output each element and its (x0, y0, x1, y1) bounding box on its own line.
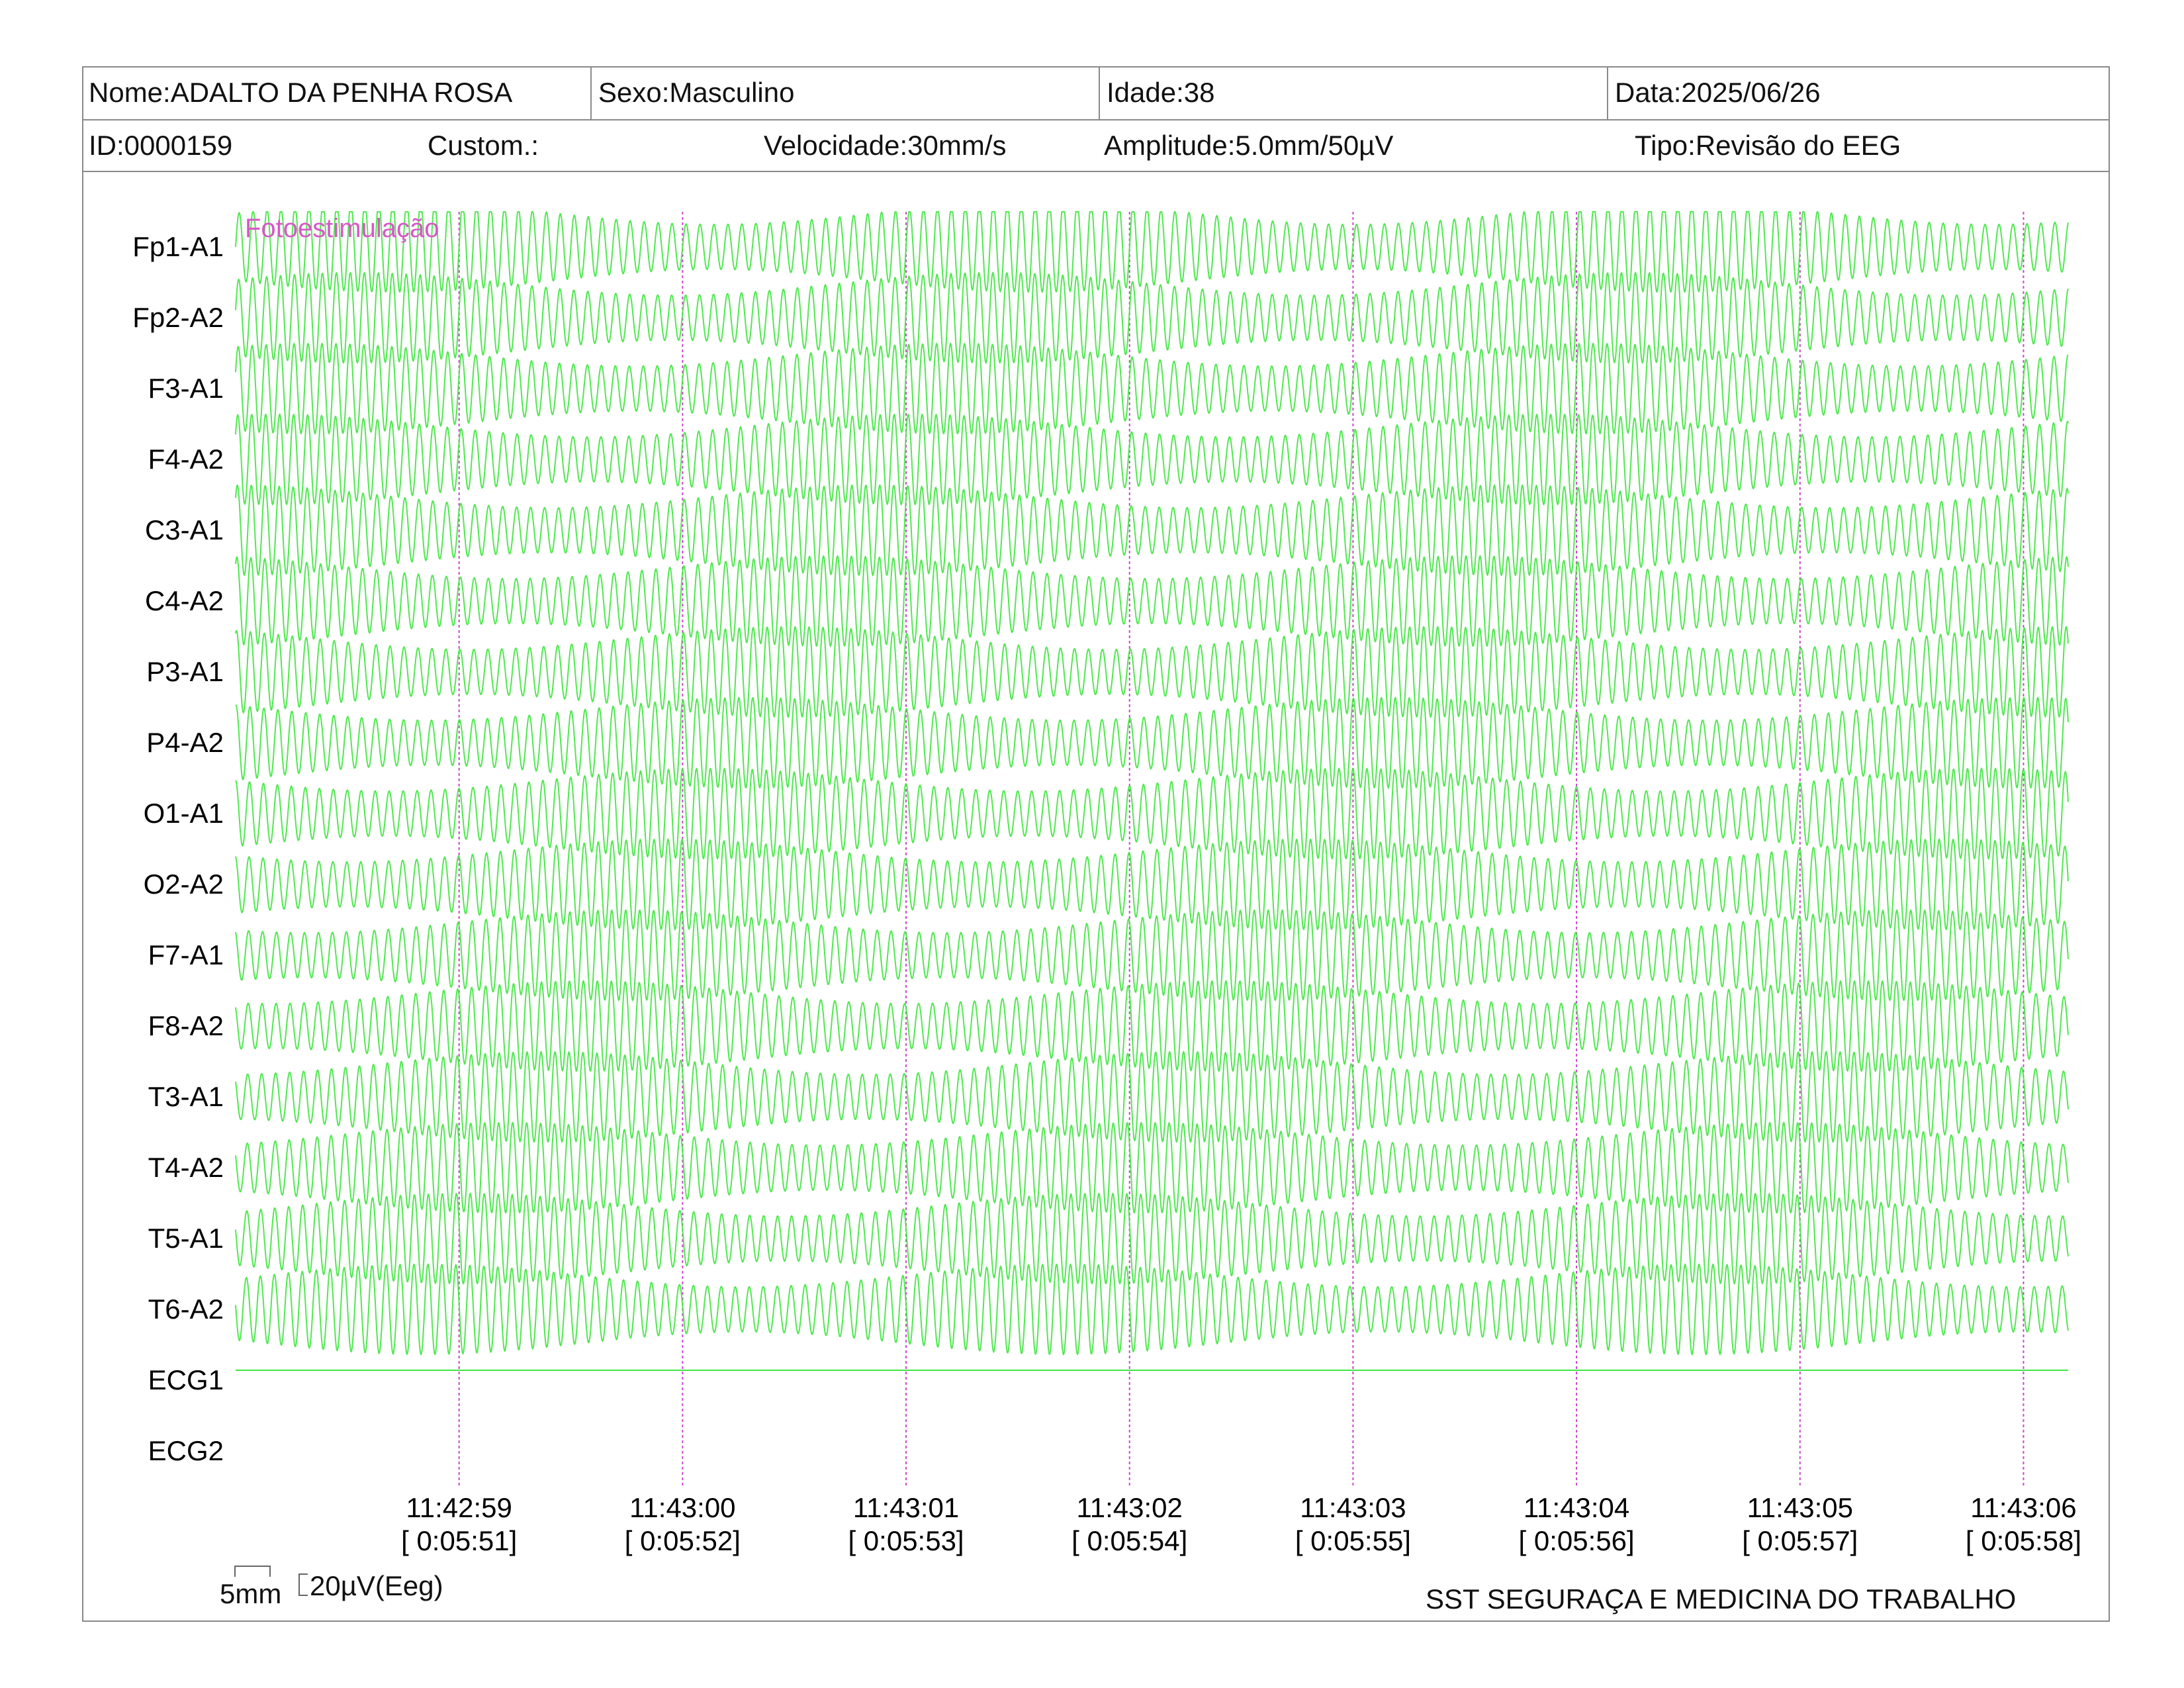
channel-trace (235, 767, 2069, 860)
exam-type: Tipo:Revisão do EEG (1635, 130, 1901, 161)
time-tick-clock: 11:42:59 (406, 1492, 512, 1523)
channel-label: T6-A2 (148, 1293, 224, 1325)
speed-setting: Velocidade:30mm/s (764, 130, 1007, 161)
channel-trace (235, 909, 2069, 1002)
time-tick-clock: 11:43:06 (1970, 1492, 2076, 1523)
channel-label: P4-A2 (146, 727, 224, 758)
header-row-patient: Nome:ADALTO DA PENHA ROSA Sexo:Masculino… (82, 66, 2110, 120)
channel-label: O2-A2 (144, 868, 224, 900)
time-tick-elapsed: [ 0:05:51] (401, 1525, 517, 1556)
channel-label: O1-A1 (144, 798, 224, 829)
channel-label: F4-A2 (148, 444, 224, 475)
time-tick-clock: 11:43:03 (1300, 1492, 1406, 1523)
header-row-exam: ID:0000159 Custom.: Velocidade:30mm/s Am… (82, 120, 2110, 172)
channel-trace (235, 555, 2069, 647)
patient-id: ID:0000159 (89, 130, 233, 161)
patient-name: Nome:ADALTO DA PENHA ROSA (89, 77, 513, 108)
time-tick-elapsed: [ 0:05:54] (1071, 1525, 1187, 1556)
channel-trace (235, 980, 2069, 1072)
patient-sex: Sexo:Masculino (590, 66, 1099, 119)
time-tick-elapsed: [ 0:05:52] (625, 1525, 741, 1556)
scale-mm-label: 5mm (220, 1578, 282, 1609)
channel-labels: Fp1-A1 Fp2-A2 F3-A1 F4-A2 C3-A1 C4-A2 P3-A1 P4-… (132, 231, 224, 1466)
exam-date: Data:2025/06/26 (1607, 66, 2110, 119)
time-tick-elapsed: [ 0:05:58] (1966, 1525, 2081, 1556)
photic-stimulation-annotation: Fotoestimulação (245, 214, 439, 243)
channel-trace (235, 626, 2069, 719)
channel-trace (235, 271, 2069, 365)
channel-trace (235, 1192, 2069, 1285)
channel-label: ECG1 (148, 1364, 224, 1395)
channel-trace (235, 696, 2069, 789)
time-tick-labels: 11:42:59[ 0:05:51] 11:43:00[ 0:05:52] 11:4… (401, 1492, 2081, 1556)
channel-trace (235, 1121, 2069, 1214)
channel-label: C4-A2 (145, 585, 224, 616)
channel-label: ECG2 (148, 1435, 224, 1466)
patient-age: Idade:38 (1099, 66, 1607, 119)
scale-uv-label: 20µV(Eeg) (310, 1570, 443, 1601)
channel-label: Fp2-A2 (132, 302, 224, 333)
channel-label: C3-A1 (145, 514, 224, 545)
time-tick-elapsed: [ 0:05:53] (848, 1525, 964, 1556)
channel-label: T3-A1 (148, 1081, 224, 1112)
custom-field: Custom.: (428, 130, 539, 161)
time-tick-elapsed: [ 0:05:55] (1295, 1525, 1411, 1556)
channel-trace (235, 484, 2069, 577)
channel-label: P3-A1 (146, 656, 224, 687)
time-tick-elapsed: [ 0:05:57] (1742, 1525, 1858, 1556)
time-tick-clock: 11:43:00 (629, 1492, 735, 1523)
channel-trace (235, 1051, 2069, 1143)
time-tick-clock: 11:43:01 (853, 1492, 959, 1523)
channel-label: Fp1-A1 (132, 231, 224, 262)
time-tick-clock: 11:43:04 (1524, 1492, 1629, 1523)
channel-trace (235, 1263, 2069, 1356)
amplitude-setting: Amplitude:5.0mm/50µV (1104, 130, 1394, 161)
time-tick-elapsed: [ 0:05:56] (1519, 1525, 1635, 1556)
scale-bar (234, 1566, 308, 1596)
channel-label: T5-A1 (148, 1223, 224, 1254)
report-frame (82, 66, 2110, 1622)
channel-trace (235, 837, 2069, 931)
channel-label: T4-A2 (148, 1152, 224, 1183)
company-name: SST SEGURAÇA E MEDICINA DO TRABALHO (1426, 1583, 2017, 1615)
channel-trace (235, 342, 2069, 435)
eeg-traces (235, 211, 2069, 1371)
channel-label: F7-A1 (148, 939, 224, 970)
channel-label: F8-A2 (148, 1010, 224, 1041)
channel-trace (235, 413, 2069, 506)
time-markers (458, 212, 2025, 1486)
time-tick-clock: 11:43:05 (1747, 1492, 1853, 1523)
channel-trace (235, 211, 2069, 293)
time-tick-clock: 11:43:02 (1077, 1492, 1183, 1523)
channel-label: F3-A1 (148, 373, 224, 404)
